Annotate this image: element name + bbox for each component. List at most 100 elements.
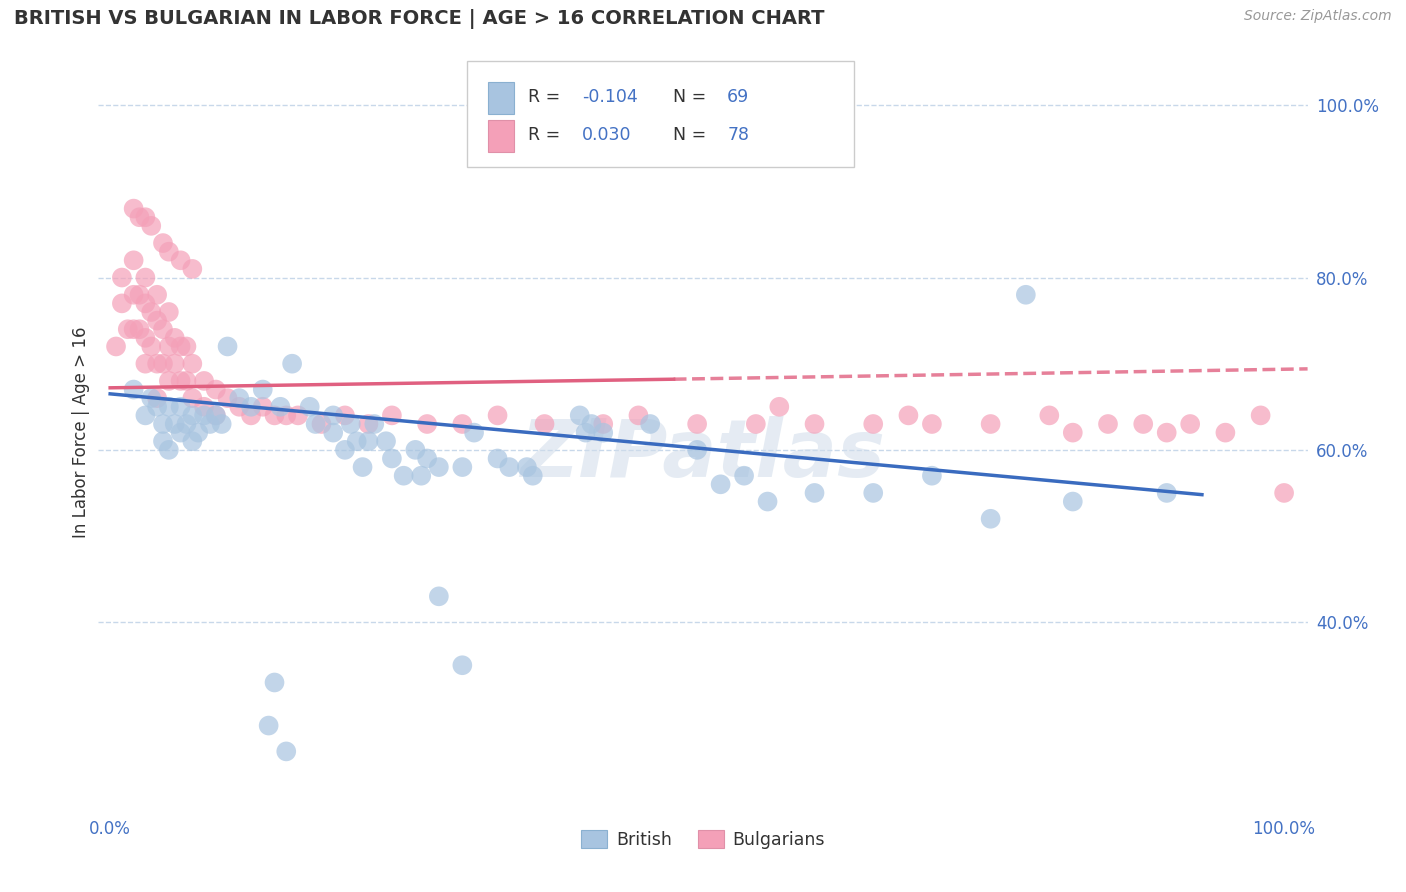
Point xyxy=(128,322,150,336)
Point xyxy=(169,339,191,353)
Point xyxy=(157,374,180,388)
Text: 69: 69 xyxy=(727,88,749,106)
Text: ZIPatlas: ZIPatlas xyxy=(520,417,886,494)
Point xyxy=(240,400,263,414)
Point xyxy=(204,409,226,423)
Point xyxy=(357,417,380,431)
Point xyxy=(217,339,239,353)
Point xyxy=(756,494,779,508)
Point xyxy=(228,391,250,405)
Point xyxy=(193,400,215,414)
Point xyxy=(686,417,709,431)
Point xyxy=(1097,417,1119,431)
Point xyxy=(522,468,544,483)
Point xyxy=(921,417,943,431)
Point xyxy=(181,261,204,276)
Point xyxy=(152,357,174,371)
Point xyxy=(163,417,186,431)
Point xyxy=(381,451,404,466)
Point xyxy=(163,357,186,371)
Point xyxy=(134,270,156,285)
Point xyxy=(169,253,191,268)
Point xyxy=(745,417,768,431)
Point xyxy=(333,409,356,423)
Point xyxy=(416,451,439,466)
Point xyxy=(141,305,163,319)
Point xyxy=(486,451,509,466)
Point xyxy=(592,425,614,440)
Point xyxy=(451,658,474,673)
Point xyxy=(152,434,174,449)
Point xyxy=(276,744,298,758)
Point xyxy=(152,417,174,431)
Point xyxy=(141,391,163,405)
Point xyxy=(1215,425,1237,440)
Point xyxy=(134,331,156,345)
Point xyxy=(111,270,134,285)
Point xyxy=(416,417,439,431)
Point xyxy=(768,400,790,414)
Point xyxy=(169,425,191,440)
Point xyxy=(146,400,169,414)
Point xyxy=(980,512,1002,526)
Point xyxy=(141,339,163,353)
Point xyxy=(1062,425,1084,440)
Point xyxy=(157,244,180,259)
Point xyxy=(257,718,280,732)
Text: 78: 78 xyxy=(727,127,749,145)
Point xyxy=(276,409,298,423)
Point xyxy=(311,417,333,431)
Point xyxy=(1062,494,1084,508)
Point xyxy=(252,400,274,414)
Point xyxy=(122,322,145,336)
Text: N =: N = xyxy=(672,127,711,145)
Point xyxy=(263,409,285,423)
Point xyxy=(163,331,186,345)
Point xyxy=(363,417,385,431)
Point xyxy=(1250,409,1272,423)
Point xyxy=(146,287,169,301)
Point xyxy=(533,417,555,431)
Point xyxy=(176,339,198,353)
Point xyxy=(169,374,191,388)
Point xyxy=(269,400,291,414)
Point xyxy=(176,417,198,431)
Point xyxy=(498,460,520,475)
Point xyxy=(921,468,943,483)
Point xyxy=(141,219,163,233)
Point xyxy=(122,383,145,397)
Point xyxy=(122,253,145,268)
Text: BRITISH VS BULGARIAN IN LABOR FORCE | AGE > 16 CORRELATION CHART: BRITISH VS BULGARIAN IN LABOR FORCE | AG… xyxy=(14,9,824,29)
Point xyxy=(157,339,180,353)
Point xyxy=(187,425,209,440)
Point xyxy=(486,409,509,423)
Point xyxy=(581,417,603,431)
Text: N =: N = xyxy=(672,88,711,106)
Point xyxy=(357,434,380,449)
Point xyxy=(592,417,614,431)
Point xyxy=(211,417,233,431)
Point xyxy=(134,409,156,423)
Point xyxy=(134,211,156,225)
Point xyxy=(803,417,825,431)
Point xyxy=(157,442,180,457)
Point xyxy=(733,468,755,483)
Point xyxy=(117,322,139,336)
Point xyxy=(404,442,426,457)
Point xyxy=(193,409,215,423)
Point xyxy=(181,357,204,371)
Point xyxy=(128,287,150,301)
Point xyxy=(1180,417,1202,431)
Point xyxy=(181,434,204,449)
Point xyxy=(134,357,156,371)
Point xyxy=(710,477,733,491)
FancyBboxPatch shape xyxy=(488,82,515,114)
Text: R =: R = xyxy=(527,88,565,106)
Text: 0.030: 0.030 xyxy=(582,127,631,145)
Point xyxy=(1156,486,1178,500)
Text: R =: R = xyxy=(527,127,565,145)
Point xyxy=(193,374,215,388)
Point xyxy=(146,391,169,405)
Point xyxy=(322,425,344,440)
Y-axis label: In Labor Force | Age > 16: In Labor Force | Age > 16 xyxy=(72,326,90,539)
